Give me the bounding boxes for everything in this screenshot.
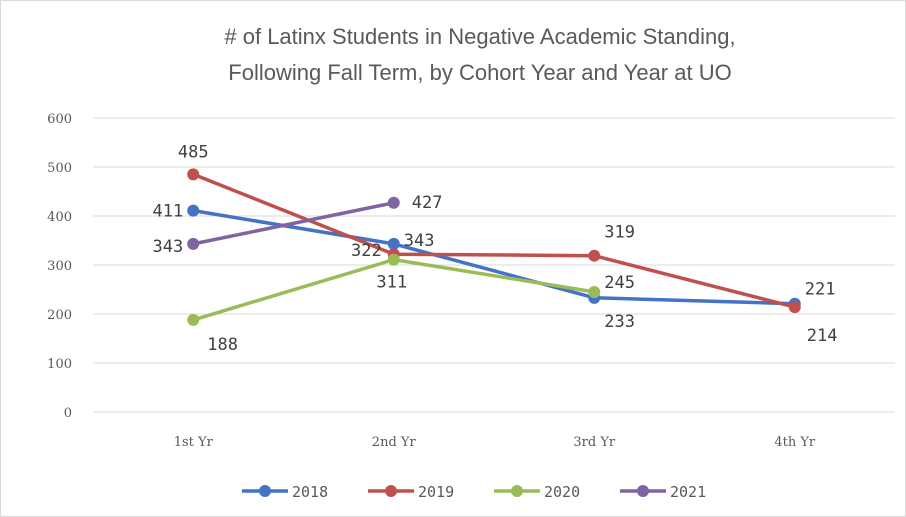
- y-tick-label: 100: [47, 357, 72, 372]
- data-label-2020: 188: [207, 335, 238, 355]
- data-label-2019: 485: [178, 142, 209, 162]
- data-label-2018: 221: [805, 280, 836, 300]
- data-point-2019: [588, 250, 600, 262]
- data-point-2018: [388, 238, 400, 250]
- data-label-2021: 427: [412, 193, 443, 213]
- data-label-2019: 214: [807, 326, 838, 346]
- data-point-2020: [187, 314, 199, 326]
- data-label-2018: 411: [153, 202, 184, 222]
- data-point-2020: [388, 254, 400, 266]
- legend-label-2018: 2018: [292, 483, 328, 501]
- data-labels: 411 343 233 221 485 322 319 214 188 311 245 343 427: [153, 142, 838, 355]
- y-tick-label: 600: [47, 112, 72, 127]
- data-point-2019: [187, 168, 199, 180]
- legend-label-2021: 2021: [670, 483, 706, 501]
- legend: 2018 2019 2020 2021: [242, 483, 706, 501]
- data-point-2019: [789, 301, 801, 313]
- data-point-2021: [388, 197, 400, 209]
- y-tick-label: 0: [64, 406, 72, 421]
- data-label-2020: 311: [376, 273, 407, 293]
- gridlines: [93, 118, 895, 412]
- series-layer: [187, 168, 801, 326]
- legend-label-2019: 2019: [418, 483, 454, 501]
- chart-subtitle: Following Fall Term, by Cohort Year and …: [228, 60, 731, 85]
- data-label-2021: 343: [153, 237, 184, 257]
- legend-marker-2020: [511, 485, 523, 497]
- y-tick-label: 500: [47, 161, 72, 176]
- data-point-2021: [187, 238, 199, 250]
- data-point-2018: [187, 205, 199, 217]
- data-label-2018: 233: [604, 312, 635, 332]
- legend-marker-2018: [259, 485, 271, 497]
- x-tick-label: 4th Yr: [774, 435, 816, 450]
- legend-marker-2021: [637, 485, 649, 497]
- legend-marker-2019: [385, 485, 397, 497]
- legend-label-2020: 2020: [544, 483, 580, 501]
- x-tick-label: 3rd Yr: [573, 435, 616, 450]
- series-line-2019: [193, 174, 795, 307]
- x-tick-label: 2nd Yr: [372, 435, 417, 450]
- chart-title: # of Latinx Students in Negative Academi…: [224, 24, 735, 49]
- data-label-2020: 245: [604, 273, 635, 293]
- x-tick-label: 1st Yr: [174, 435, 214, 450]
- x-axis-ticks: 1st Yr 2nd Yr 3rd Yr 4th Yr: [174, 435, 816, 450]
- y-axis-ticks: 600 500 400 300 200 100 0: [47, 112, 72, 421]
- y-tick-label: 400: [47, 210, 72, 225]
- y-tick-label: 300: [47, 259, 72, 274]
- y-tick-label: 200: [47, 308, 72, 323]
- data-label-2019: 319: [604, 223, 635, 243]
- data-label-2018: 343: [404, 231, 435, 251]
- data-label-2019: 322: [351, 241, 382, 261]
- data-point-2020: [588, 286, 600, 298]
